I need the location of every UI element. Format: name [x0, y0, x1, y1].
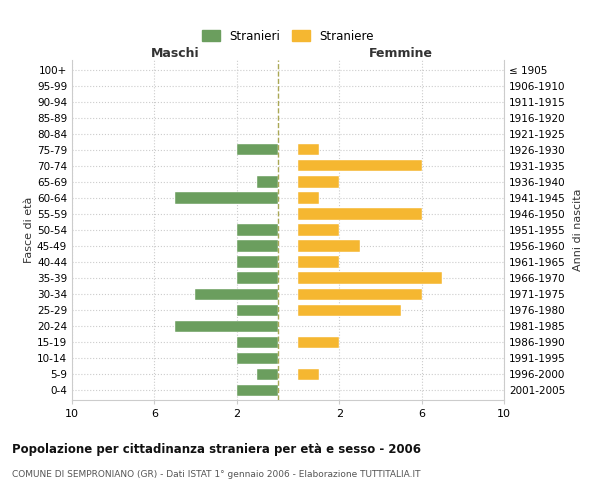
Bar [298, 304, 401, 316]
Bar [236, 240, 278, 252]
Bar [257, 176, 278, 188]
Bar [298, 368, 319, 380]
Bar [175, 320, 278, 332]
Bar [236, 272, 278, 283]
Bar [236, 352, 278, 364]
Bar [236, 385, 278, 396]
Bar [298, 288, 422, 300]
Bar [298, 160, 422, 172]
Bar [298, 272, 442, 283]
Bar [298, 144, 319, 156]
Text: Femmine: Femmine [369, 47, 433, 60]
Bar [298, 208, 422, 220]
Y-axis label: Fasce di età: Fasce di età [24, 197, 34, 263]
Bar [298, 256, 340, 268]
Bar [236, 304, 278, 316]
Bar [236, 256, 278, 268]
Text: COMUNE DI SEMPRONIANO (GR) - Dati ISTAT 1° gennaio 2006 - Elaborazione TUTTITALI: COMUNE DI SEMPRONIANO (GR) - Dati ISTAT … [12, 470, 421, 479]
Bar [298, 192, 319, 203]
Bar [236, 224, 278, 235]
Bar [298, 336, 340, 348]
Bar [175, 192, 278, 203]
Bar [257, 368, 278, 380]
Y-axis label: Anni di nascita: Anni di nascita [572, 188, 583, 271]
Bar [298, 176, 340, 188]
Legend: Stranieri, Straniere: Stranieri, Straniere [197, 25, 379, 48]
Text: Maschi: Maschi [151, 47, 199, 60]
Bar [236, 144, 278, 156]
Bar [236, 336, 278, 348]
Bar [196, 288, 278, 300]
Bar [298, 240, 360, 252]
Bar [298, 224, 340, 235]
Text: Popolazione per cittadinanza straniera per età e sesso - 2006: Popolazione per cittadinanza straniera p… [12, 442, 421, 456]
